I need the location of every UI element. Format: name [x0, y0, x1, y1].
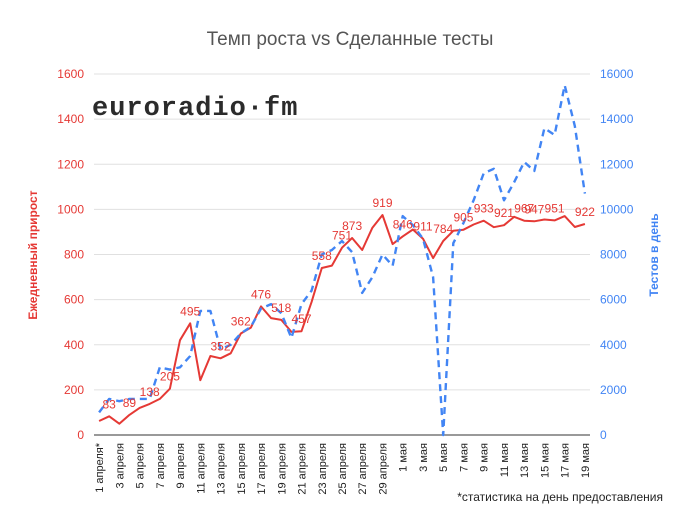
x-tick-label: 1 апреля* — [94, 442, 106, 492]
right-axis-label: Тестов в день — [647, 213, 661, 296]
left-tick-label: 400 — [64, 338, 84, 352]
x-tick-label: 27 апреля — [357, 443, 369, 495]
data-label: 873 — [342, 219, 362, 233]
x-tick-label: 9 мая — [479, 443, 491, 472]
x-tick-label: 7 мая — [458, 443, 470, 472]
left-axis-label: Ежедневный прирост — [26, 190, 40, 319]
data-label: 352 — [211, 339, 231, 353]
series-group — [98, 84, 587, 437]
right-tick-label: 10000 — [600, 202, 634, 216]
x-tick-label: 29 апреля — [377, 443, 389, 495]
right-tick-label: 12000 — [600, 157, 634, 171]
x-tick-label: 25 апреля — [337, 443, 349, 495]
x-tick-label: 7 апреля — [155, 443, 167, 489]
growth-series-line — [98, 214, 586, 425]
x-tick-label: 13 мая — [519, 443, 531, 478]
x-axis-ticks: 1 апреля* 3 апреля 5 апреля 7 апреля 9 апрел… — [94, 442, 592, 494]
data-label: 922 — [575, 205, 595, 219]
data-label: 905 — [453, 211, 473, 225]
left-tick-label: 1400 — [57, 112, 84, 126]
data-label: 751 — [332, 229, 352, 243]
right-tick-label: 6000 — [600, 293, 627, 307]
right-tick-label: 16000 — [600, 67, 634, 81]
right-tick-label: 2000 — [600, 383, 627, 397]
x-tick-label: 21 апреля — [297, 443, 309, 495]
data-label: 83 — [103, 397, 117, 411]
left-tick-label: 800 — [64, 248, 84, 262]
data-label: 495 — [180, 304, 200, 318]
data-label: 911 — [413, 220, 432, 234]
data-label: 921 — [494, 206, 514, 220]
x-tick-label: 5 мая — [438, 443, 450, 472]
chart-title: Темп роста vs Сделанные тесты — [207, 29, 494, 50]
gridlines — [94, 73, 590, 436]
data-label: 846 — [393, 217, 413, 231]
x-tick-label: 3 апреля — [114, 443, 126, 489]
x-tick-label: 3 мая — [418, 443, 430, 472]
x-tick-label: 19 мая — [580, 443, 592, 478]
data-label: 967 — [514, 202, 534, 216]
right-tick-label: 4000 — [600, 338, 627, 352]
data-label: 919 — [372, 196, 392, 210]
x-tick-label: 1 мая — [398, 443, 410, 472]
x-tick-label: 17 мая — [560, 443, 572, 478]
data-label: 138 — [140, 385, 160, 399]
x-tick-label: 19 апреля — [276, 443, 288, 495]
data-label: 947 — [524, 202, 544, 216]
x-tick-label: 23 апреля — [317, 443, 329, 495]
x-tick-label: 13 апреля — [216, 443, 228, 495]
x-tick-label: 15 апреля — [236, 443, 248, 495]
left-tick-label: 1600 — [57, 67, 84, 81]
right-axis-ticks: 0 2000 4000 6000 8000 10000 12000 14000 16000 — [600, 67, 634, 442]
tests-series-line — [98, 84, 587, 437]
x-tick-label: 15 мая — [539, 443, 551, 478]
right-tick-label: 14000 — [600, 112, 634, 126]
x-tick-label: 17 апреля — [256, 443, 268, 495]
data-label: 784 — [433, 222, 453, 236]
left-tick-label: 200 — [64, 383, 84, 397]
data-label: 951 — [545, 201, 565, 215]
right-tick-label: 0 — [600, 428, 607, 442]
x-tick-label: 9 апреля — [175, 443, 187, 489]
data-label: 457 — [291, 312, 311, 326]
x-tick-label: 11 апреля — [195, 443, 207, 494]
left-tick-label: 1200 — [57, 157, 84, 171]
data-label: 89 — [123, 396, 137, 410]
data-label: 205 — [160, 370, 180, 384]
data-label: 362 — [231, 314, 251, 328]
right-tick-label: 8000 — [600, 248, 627, 262]
data-label: 933 — [474, 202, 494, 216]
euroradio-logo: euroradio·fm — [92, 94, 299, 124]
x-tick-label: 5 апреля — [135, 443, 147, 489]
data-label: 518 — [271, 301, 291, 315]
data-label: 476 — [251, 287, 271, 301]
left-tick-label: 1000 — [57, 202, 84, 216]
footnote: *статистика на день предоставления — [457, 490, 663, 504]
left-tick-label: 600 — [64, 293, 84, 307]
data-label: 558 — [312, 249, 332, 263]
x-tick-label: 11 мая — [499, 443, 511, 477]
left-axis-ticks: 0 200 400 600 800 1000 1200 1400 1600 — [57, 67, 84, 442]
left-tick-label: 0 — [77, 428, 84, 442]
